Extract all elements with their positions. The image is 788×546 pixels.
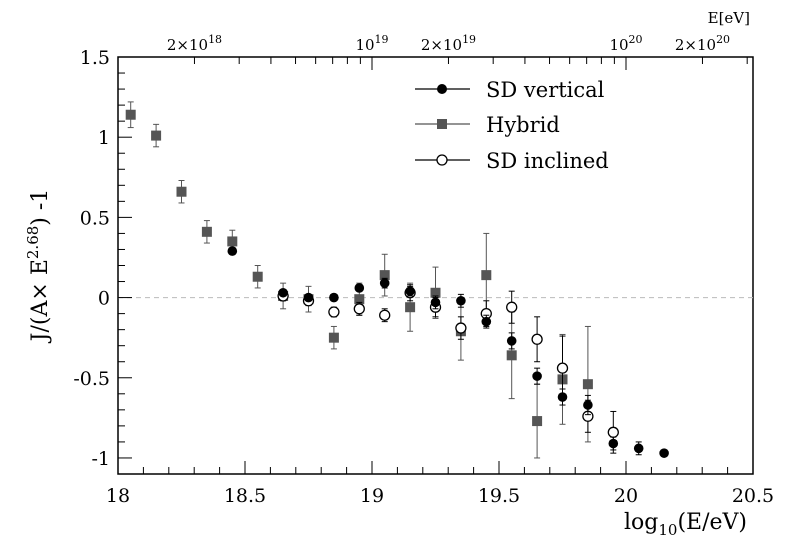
- data-point-open-circle: [531, 333, 543, 345]
- x-tick-label: 19.5: [478, 485, 520, 507]
- y-axis-ticks: [118, 56, 132, 475]
- data-point-square: [582, 379, 593, 390]
- data-point-filled-circle: [506, 336, 517, 346]
- data-point-open-circle: [353, 303, 365, 315]
- legend-label-sd-inclined: SD inclined: [486, 149, 609, 173]
- data-point-square: [532, 416, 543, 427]
- top-tick-label: 2×1020: [675, 33, 730, 54]
- x-tick-label: 18.5: [224, 485, 266, 507]
- data-point-open-circle: [379, 309, 391, 321]
- x-tick-label: 20.5: [732, 485, 774, 507]
- y-tick-label: 0.5: [80, 207, 110, 229]
- data-point-filled-circle: [633, 443, 644, 454]
- data-point-square: [379, 270, 390, 281]
- y-tick-label: -0.5: [73, 368, 110, 390]
- data-point-square: [354, 294, 365, 305]
- legend-entry-sd-vertical: SD vertical: [415, 78, 605, 102]
- legend: SD vertical Hybrid SD inclined: [415, 78, 609, 173]
- x-tick-label: 20: [614, 485, 638, 507]
- data-series: [125, 101, 669, 459]
- y-tick-label: 1.5: [80, 47, 110, 69]
- series-sd-inclined: [277, 284, 619, 454]
- top-axis-tick-labels: 2×1018 1019 2×1019 1020 2×1020: [167, 33, 730, 54]
- data-point-square: [176, 186, 187, 197]
- data-point-square: [506, 350, 517, 361]
- top-tick-label: 1019: [355, 33, 388, 54]
- data-point-open-circle: [506, 301, 518, 313]
- y-axis-tick-labels: -1 -0.5 0 0.5 1 1.5: [73, 47, 110, 470]
- data-point-open-circle: [607, 426, 619, 438]
- y-tick-label: 1: [98, 127, 110, 149]
- x-axis-title: log10(E/eV): [624, 510, 747, 539]
- data-point-filled-circle: [608, 438, 619, 449]
- data-point-filled-circle: [532, 371, 542, 381]
- data-point-filled-circle: [303, 292, 314, 303]
- data-point-open-circle: [328, 306, 340, 318]
- data-point-filled-circle: [456, 295, 466, 306]
- legend-label-sd-vertical: SD vertical: [486, 78, 605, 102]
- data-point-filled-circle: [583, 400, 593, 410]
- data-point-filled-circle: [430, 297, 441, 308]
- data-point-filled-circle: [379, 278, 390, 288]
- x-axis-ticks: [117, 461, 754, 474]
- data-point-square: [328, 332, 339, 343]
- legend-entry-hybrid: Hybrid: [415, 113, 560, 137]
- data-point-filled-circle: [557, 392, 568, 402]
- data-point-filled-circle: [354, 283, 365, 293]
- data-point-square: [151, 130, 162, 141]
- legend-entry-sd-inclined: SD inclined: [415, 149, 609, 173]
- data-point-filled-circle: [659, 448, 669, 458]
- x-tick-label: 19: [360, 485, 384, 507]
- data-point-square: [405, 302, 416, 313]
- y-tick-label: -1: [91, 448, 110, 470]
- data-point-filled-circle: [278, 287, 288, 298]
- data-point-open-circle: [556, 362, 569, 374]
- data-point-filled-circle: [405, 286, 415, 296]
- top-axis-ticks: [117, 57, 748, 70]
- data-point-filled-circle: [481, 316, 492, 327]
- top-tick-label: 2×1018: [167, 33, 222, 54]
- data-point-open-circle: [455, 322, 467, 334]
- legend-marker-sd-inclined: [436, 154, 448, 166]
- x-tick-label: 18: [106, 485, 130, 507]
- legend-marker-hybrid: [437, 119, 447, 129]
- data-point-square: [481, 270, 492, 281]
- y-tick-label: 0: [98, 288, 110, 310]
- top-axis-title: E[eV]: [708, 9, 750, 27]
- legend-marker-sd-vertical: [437, 84, 447, 94]
- y-axis-title: J/(A× E2.68) -1: [24, 189, 53, 344]
- plot-frame: [117, 56, 754, 475]
- data-point-square: [201, 226, 212, 237]
- x-axis-tick-labels: 18 18.5 19 19.5 20 20.5: [106, 485, 774, 507]
- top-tick-label: 2×1019: [421, 33, 476, 54]
- data-point-square: [252, 271, 263, 282]
- data-point-square: [125, 109, 136, 120]
- data-point-filled-circle: [329, 292, 339, 303]
- data-point-square: [430, 287, 441, 298]
- legend-label-hybrid: Hybrid: [486, 113, 560, 137]
- data-point-square: [227, 236, 238, 247]
- series-sd-vertical: [227, 246, 669, 458]
- data-point-filled-circle: [227, 246, 238, 256]
- top-tick-label: 1020: [609, 33, 642, 54]
